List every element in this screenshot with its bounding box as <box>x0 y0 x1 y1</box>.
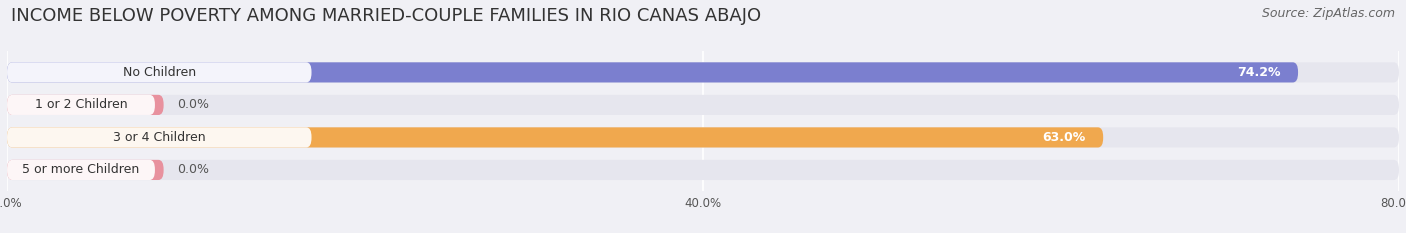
FancyBboxPatch shape <box>7 62 1298 82</box>
Text: Source: ZipAtlas.com: Source: ZipAtlas.com <box>1261 7 1395 20</box>
Text: INCOME BELOW POVERTY AMONG MARRIED-COUPLE FAMILIES IN RIO CANAS ABAJO: INCOME BELOW POVERTY AMONG MARRIED-COUPL… <box>11 7 762 25</box>
FancyBboxPatch shape <box>7 95 155 115</box>
FancyBboxPatch shape <box>7 95 1399 115</box>
Text: 74.2%: 74.2% <box>1237 66 1281 79</box>
FancyBboxPatch shape <box>7 127 1104 147</box>
FancyBboxPatch shape <box>7 95 163 115</box>
Text: 5 or more Children: 5 or more Children <box>22 163 139 176</box>
Text: 0.0%: 0.0% <box>177 163 209 176</box>
Text: 0.0%: 0.0% <box>177 98 209 111</box>
Text: 63.0%: 63.0% <box>1042 131 1085 144</box>
Text: 1 or 2 Children: 1 or 2 Children <box>35 98 128 111</box>
FancyBboxPatch shape <box>7 127 312 147</box>
FancyBboxPatch shape <box>7 62 312 82</box>
Text: No Children: No Children <box>122 66 195 79</box>
Text: 3 or 4 Children: 3 or 4 Children <box>112 131 205 144</box>
FancyBboxPatch shape <box>7 160 1399 180</box>
FancyBboxPatch shape <box>7 62 1399 82</box>
FancyBboxPatch shape <box>7 127 1399 147</box>
FancyBboxPatch shape <box>7 160 163 180</box>
FancyBboxPatch shape <box>7 160 155 180</box>
